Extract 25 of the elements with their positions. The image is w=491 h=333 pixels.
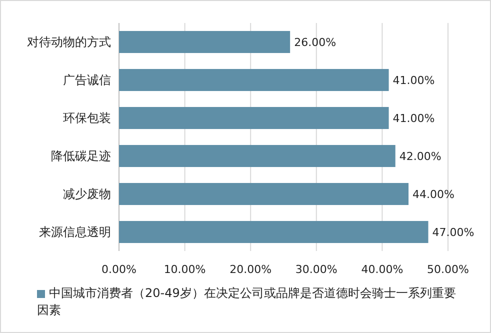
bar — [119, 220, 428, 244]
data-label: 41.00% — [392, 112, 435, 125]
x-tick-label: 0.00% — [102, 263, 136, 276]
data-label: 42.00% — [399, 150, 442, 163]
y-tick-label: 广告诚信 — [63, 73, 111, 87]
bar — [119, 30, 290, 54]
x-tick-label: 40.00% — [361, 263, 404, 276]
x-tick-label: 20.00% — [230, 263, 272, 276]
bar — [119, 68, 389, 92]
x-tick-label: 10.00% — [164, 263, 206, 276]
bar — [119, 144, 396, 168]
data-label: 26.00% — [294, 36, 336, 49]
data-label: 41.00% — [392, 74, 435, 87]
x-tick-label: 30.00% — [295, 263, 338, 276]
legend-label: 中国城市消费者（20-49岁）在决定公司或品牌是否道德时会骑士一系列重要因素 — [37, 285, 457, 319]
bar — [119, 106, 389, 130]
y-tick-label: 来源信息透明 — [39, 225, 111, 239]
y-tick-label: 对待动物的方式 — [27, 35, 111, 49]
data-label: 44.00% — [412, 188, 454, 201]
y-tick-label: 减少废物 — [63, 187, 111, 201]
data-label: 47.00% — [432, 226, 474, 239]
y-tick-label: 降低碳足迹 — [51, 149, 111, 163]
y-tick-label: 环保包装 — [63, 111, 111, 125]
bar — [119, 182, 409, 206]
x-tick-label: 50.00% — [427, 263, 469, 276]
